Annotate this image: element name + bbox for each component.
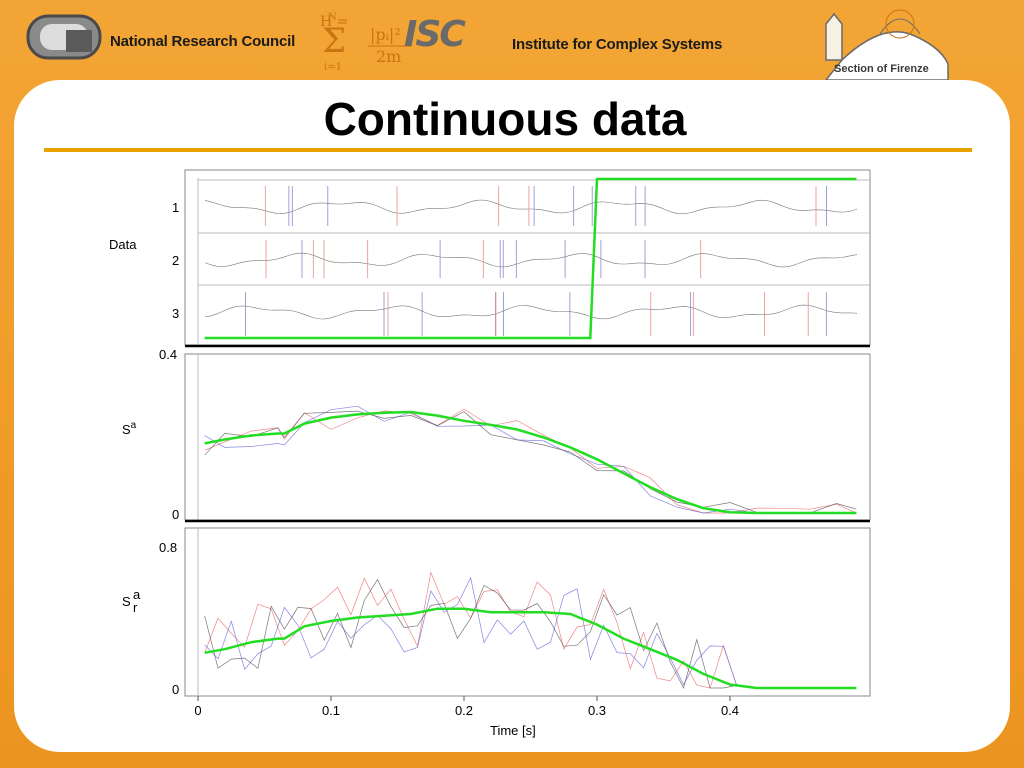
x-axis-label: Time [s] <box>490 723 536 738</box>
sra-ylabel: S <box>122 594 131 609</box>
sa-panel-frame <box>184 353 871 521</box>
isc-logo: ISC <box>404 14 466 55</box>
content-panel <box>14 80 1010 752</box>
sra-ylabel-sup: a <box>133 587 141 602</box>
sa-mean-series-line <box>204 410 857 515</box>
x-tick-label: 0.2 <box>455 703 473 718</box>
svg-text:|pᵢ|²: |pᵢ|² <box>370 25 401 44</box>
header-banner: National Research Council H = Σ N i=1 |p… <box>0 0 1024 86</box>
data-step-series-line <box>204 177 857 340</box>
svg-text:H =: H = <box>320 14 348 30</box>
sra-ylabel-sub: r <box>133 600 138 615</box>
data-tick-label-3: 3 <box>172 306 179 321</box>
sa-trial-trace <box>204 405 857 514</box>
x-tick-label: 0.4 <box>721 703 739 718</box>
sra-mean-series-line <box>204 607 857 690</box>
svg-text:Σ: Σ <box>322 21 346 61</box>
sra-trial-trace <box>204 571 844 689</box>
data-row-trace <box>204 199 858 215</box>
slide-title: Continuous data <box>323 93 687 145</box>
org-left-label: National Research Council <box>110 33 296 50</box>
dome-logo-icon <box>825 9 949 80</box>
svg-text:2m: 2m <box>376 47 401 66</box>
sra-trial-trace <box>204 576 844 689</box>
data-panel-ylabel: Data <box>109 237 137 252</box>
cnr-logo-icon <box>26 14 102 60</box>
sa-ytick-zero: 0 <box>172 507 179 522</box>
title-underline <box>44 148 972 152</box>
sra-trial-trace <box>204 578 844 689</box>
sa-ytick-max: 0.4 <box>159 347 177 362</box>
hamiltonian-formula-icon: H = Σ N i=1 |pᵢ|² 2m <box>320 12 412 73</box>
sa-trial-trace <box>204 410 857 514</box>
svg-text:N: N <box>328 12 337 23</box>
sa-ylabel: Sa <box>122 420 137 437</box>
sra-ytick-zero: 0 <box>172 682 179 697</box>
chart: Data 1 2 3 0.4 0 Sa 0.8 0 S a r 0 0.1 0.2 0… <box>109 169 871 738</box>
svg-text:i=1: i=1 <box>324 62 342 73</box>
sra-ytick-max: 0.8 <box>159 540 177 555</box>
data-tick-label-2: 2 <box>172 253 179 268</box>
sra-panel-frame <box>184 527 871 697</box>
data-row-trace <box>204 304 858 320</box>
data-row-trace <box>204 252 858 268</box>
x-axis-ticks: 0 0.1 0.2 0.3 0.4 <box>194 696 739 718</box>
org-right-label: Institute for Complex Systems <box>512 36 723 53</box>
x-tick-label: 0 <box>194 703 201 718</box>
section-label: Section of Firenze <box>834 63 929 75</box>
data-tick-label-1: 1 <box>172 200 179 215</box>
x-tick-label: 0.1 <box>322 703 340 718</box>
x-tick-label: 0.3 <box>588 703 606 718</box>
data-panel-frame <box>184 169 871 346</box>
